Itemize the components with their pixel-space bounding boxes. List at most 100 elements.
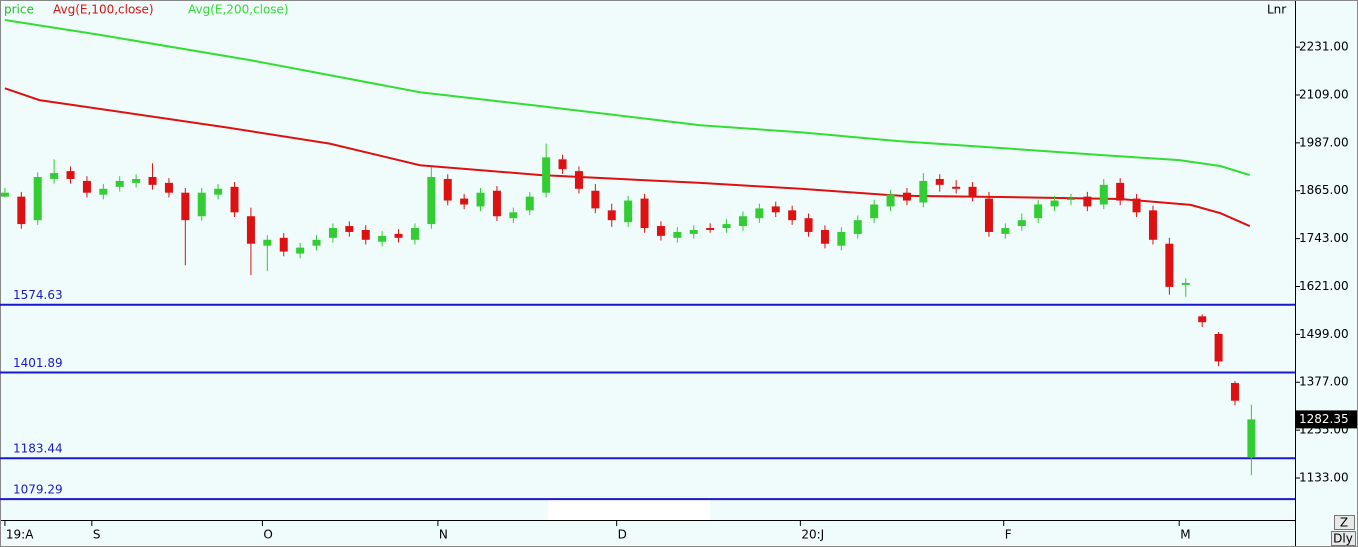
candle-body <box>1001 228 1010 234</box>
candle-body <box>984 198 993 232</box>
candle-body <box>296 247 305 254</box>
candle-body <box>968 186 977 197</box>
candle-body <box>214 188 223 195</box>
candle-body <box>1066 198 1075 201</box>
candle-body <box>197 192 206 217</box>
candle-body <box>771 206 780 213</box>
x-tick-label: O <box>263 528 272 542</box>
candle-body <box>148 176 157 185</box>
candle-body <box>115 180 124 187</box>
candle-body <box>509 212 518 219</box>
period-label[interactable]: Dly <box>1333 532 1353 546</box>
y-tick-label: 2109.00 <box>1299 87 1349 101</box>
blank-patch <box>548 500 710 520</box>
candle-body <box>132 178 141 183</box>
candle-body <box>345 226 354 232</box>
candle-body <box>378 235 387 242</box>
candle-body <box>279 237 288 252</box>
candle-body <box>1099 184 1108 205</box>
candle-body <box>558 159 567 170</box>
candle-body <box>542 157 551 193</box>
candle-body <box>181 192 190 221</box>
candle-body <box>33 176 42 221</box>
candle-body <box>804 218 813 232</box>
candle-body <box>263 239 272 246</box>
x-tick-label: 19:A <box>6 528 34 542</box>
candle-body <box>755 208 764 219</box>
candle-body <box>788 210 797 221</box>
legend-entry: price <box>4 3 34 17</box>
candle-body <box>837 231 846 246</box>
candle-body <box>394 233 403 238</box>
candle-body <box>50 173 59 179</box>
candle-body <box>689 229 698 234</box>
candle-body <box>1181 282 1190 285</box>
zoom-label[interactable]: Z <box>1340 516 1348 530</box>
y-tick-label: 1987.00 <box>1299 135 1349 149</box>
x-tick-label: M <box>1180 528 1190 542</box>
candle-body <box>1017 220 1026 227</box>
candle-body <box>410 228 419 240</box>
candle-body <box>935 178 944 185</box>
x-tick-label: 20:J <box>801 528 824 542</box>
candle-body <box>328 228 337 238</box>
candle-body <box>164 182 173 193</box>
candle-body <box>640 198 649 229</box>
x-tick-label: D <box>618 528 627 542</box>
candle-body <box>574 171 583 189</box>
zoom-button[interactable] <box>1334 515 1355 530</box>
x-tick-label: N <box>439 528 448 542</box>
candle-body <box>361 229 370 240</box>
candle-body <box>738 216 747 227</box>
candle-body <box>722 224 731 229</box>
y-tick-label: 2231.00 <box>1299 40 1349 54</box>
candle-body <box>886 194 895 207</box>
candle-body <box>312 239 321 246</box>
candle-body <box>919 180 928 203</box>
candle-body <box>902 192 911 201</box>
candle-body <box>607 210 616 221</box>
candle-body <box>673 231 682 238</box>
y-tick-label: 1865.00 <box>1299 183 1349 197</box>
candle-body <box>1214 333 1223 362</box>
candle-body <box>853 220 862 234</box>
candle-body <box>656 226 665 236</box>
candle-body <box>1083 196 1092 207</box>
x-tick-label: F <box>1005 528 1012 542</box>
candle-body <box>17 196 26 225</box>
last-price-label: 1282.35 <box>1299 412 1349 426</box>
candle-body <box>1148 210 1157 240</box>
candle-body <box>591 190 600 209</box>
candle-body <box>66 171 75 179</box>
level-label: 1079.29 <box>13 483 63 497</box>
candle-body <box>952 186 961 189</box>
last-price-tag <box>1296 410 1357 429</box>
candle-body <box>0 192 9 197</box>
candle-body <box>624 200 633 223</box>
x-tick-label: S <box>93 528 101 542</box>
candle-body <box>476 192 485 207</box>
moving-average-line <box>4 87 1251 228</box>
y-tick-label: 1743.00 <box>1299 231 1349 245</box>
candle-body <box>706 228 715 230</box>
period-button[interactable] <box>1331 531 1356 546</box>
candle-body <box>1230 383 1239 401</box>
candle-body <box>427 176 436 225</box>
candle-body <box>525 196 534 211</box>
candle-body <box>460 198 469 205</box>
candle-body <box>492 190 501 217</box>
level-label: 1183.44 <box>13 442 63 456</box>
legend-entry: Avg(E,100,close) <box>53 3 154 17</box>
y-tick-label: 1621.00 <box>1299 279 1349 293</box>
candle-body <box>1034 204 1043 219</box>
candle-body <box>82 180 91 193</box>
legend: price Avg(E,100,close) Avg(E,200,close) <box>4 3 289 17</box>
candle-body <box>1165 243 1174 287</box>
candle-body <box>1247 419 1256 458</box>
scale-label: Lnr <box>1267 3 1286 17</box>
candle-body <box>1116 182 1125 201</box>
candle-body <box>246 216 255 244</box>
candle-body <box>1050 200 1059 207</box>
